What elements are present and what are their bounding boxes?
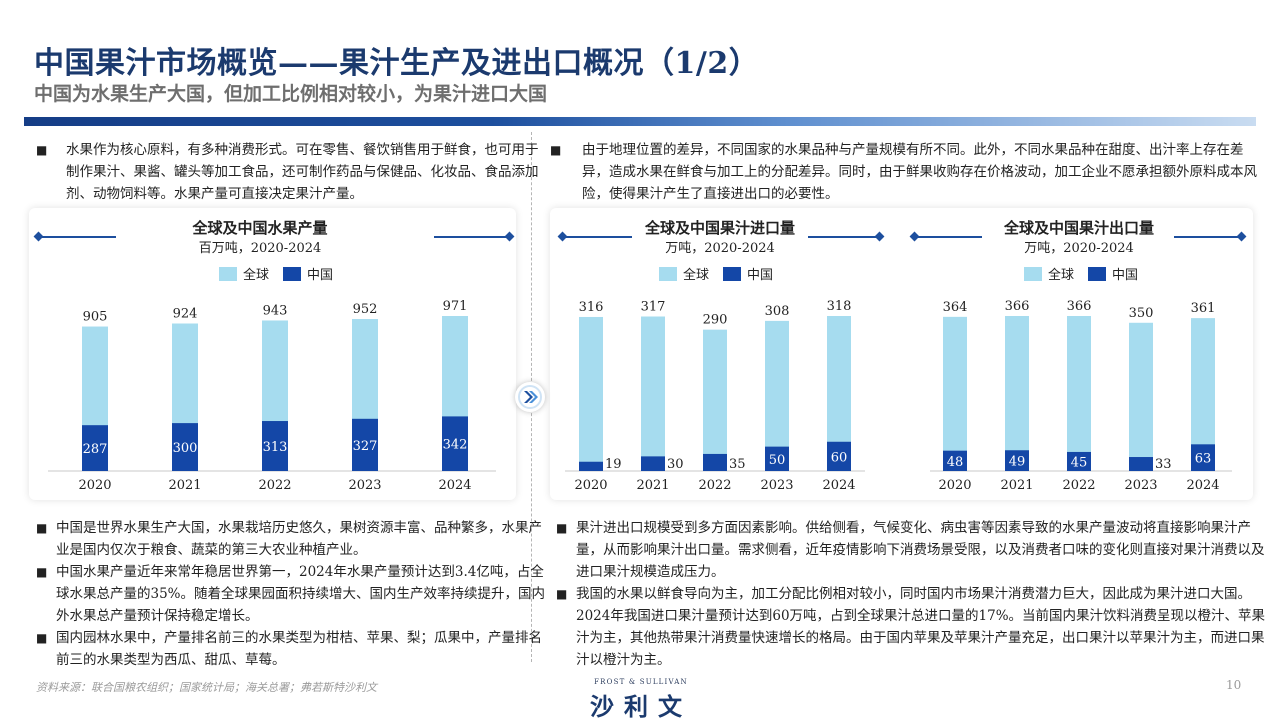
legend-label-global: 全球 — [243, 268, 270, 283]
source-note: 资料来源：联合国粮农组织；国家统计局；海关总署；弗若斯特沙利文 — [36, 681, 377, 694]
legend-label-global: 全球 — [683, 268, 710, 283]
bullet-item: ■ 国内园林水果中，产量排名前三的水果类型为柑桔、苹果、梨；瓜果中，产量排名前三的… — [36, 627, 550, 671]
bullet-marker: ■ — [556, 521, 568, 535]
chart-title-decoration-right — [808, 236, 880, 238]
chart-title: 全球及中国水果产量 — [192, 219, 328, 237]
bullet-marker: ■ — [36, 565, 48, 579]
legend-swatch-global — [659, 266, 677, 281]
legend-swatch-china — [1088, 266, 1107, 281]
bullet-text: 中国水果产量近年来常年稳居世界第一，2024年水果产量预计达到3.4亿吨，占全球… — [56, 564, 546, 624]
logo: 沙利文 — [590, 693, 692, 721]
chart-subtitle: 万吨，2020-2024 — [665, 241, 775, 256]
intro-right: ■ 由于地理位置的差异，不同国家的水果品种与产量规模有所不同。此外，不同水果品种… — [550, 139, 1270, 205]
bullet-text: 国内园林水果中，产量排名前三的水果类型为柑桔、苹果、梨；瓜果中，产量排名前三的水… — [56, 630, 542, 668]
legend-label-global: 全球 — [1048, 268, 1075, 283]
bullet-text: 我国的水果以鲜食导向为主，加工分配比例相对较小，同时国内市场果汁消费潜力巨大，因… — [576, 586, 1266, 668]
chart-legend: 全球 中国 — [1024, 264, 1138, 283]
chart-subtitle: 百万吨，2020-2024 — [198, 241, 322, 256]
bullet-item: ■ 中国是世界水果生产大国，水果栽培历史悠久，果树资源丰富、品种繁多，水果产业是国… — [36, 517, 550, 561]
legend-label-china: 中国 — [307, 268, 334, 283]
intro-right-text: 由于地理位置的差异，不同国家的水果品种与产量规模有所不同。此外，不同水果品种在甜… — [582, 142, 1257, 202]
page-subtitle: 中国为水果生产大国，但加工比例相对较小，为果汁进口大国 — [34, 83, 548, 105]
bullet-marker: ■ — [550, 143, 562, 157]
intro-left: ■ 水果作为核心原料，有多种消费形式。可在零售、餐饮销售用于鲜食，也可用于制作果… — [36, 139, 540, 205]
bullet-marker: ■ — [36, 521, 48, 535]
legend-label-china: 中国 — [747, 268, 774, 283]
bullet-marker: ■ — [36, 143, 48, 157]
chart-subtitle: 万吨，2020-2024 — [1024, 241, 1134, 256]
header-rule — [24, 117, 1256, 126]
chart-title-decoration-right — [1174, 236, 1242, 238]
legend-label-china: 中国 — [1112, 268, 1139, 283]
chart-legend: 全球 中国 — [659, 264, 773, 283]
legend-swatch-global — [219, 266, 237, 281]
chart-title: 全球及中国果汁进口量 — [644, 219, 795, 237]
logo-wordmark: FROST & SULLIVAN — [594, 678, 688, 686]
bullet-marker: ■ — [556, 587, 568, 601]
legend-swatch-china — [723, 266, 742, 281]
chart-title-decoration-left — [562, 236, 632, 238]
next-arrow-button[interactable] — [515, 382, 545, 412]
double-chevron-right-icon — [518, 385, 542, 409]
chart-title: 全球及中国果汁出口量 — [1003, 219, 1154, 237]
page-title: 中国果汁市场概览——果汁生产及进出口概况（1/2） — [34, 46, 760, 81]
bullet-item: ■ 中国水果产量近年来常年稳居世界第一，2024年水果产量预计达到3.4亿吨，占全… — [36, 561, 550, 627]
bullet-marker: ■ — [36, 631, 48, 645]
legend-swatch-global — [1024, 266, 1042, 281]
legend-swatch-china — [283, 266, 302, 281]
intro-left-text: 水果作为核心原料，有多种消费形式。可在零售、餐饮销售用于鲜食，也可用于制作果汁、… — [66, 142, 539, 202]
chart-title-decoration-left — [38, 236, 116, 238]
bullet-text: 果汁进出口规模受到多方面因素影响。供给侧看，气候变化、病虫害等因素导致的水果产量… — [576, 520, 1265, 580]
bullet-text: 中国是世界水果生产大国，水果栽培历史悠久，果树资源丰富、品种繁多，水果产业是国内… — [56, 520, 542, 558]
chart-title-decoration-right — [434, 236, 510, 238]
page-number: 10 — [1226, 678, 1242, 692]
chart-title-decoration-left — [914, 236, 982, 238]
bullet-item: ■ 我国的水果以鲜食导向为主，加工分配比例相对较小，同时国内市场果汁消费潜力巨大，… — [556, 583, 1268, 671]
chart-legend: 全球 中国 — [219, 264, 333, 283]
bullet-item: ■ 果汁进出口规模受到多方面因素影响。供给侧看，气候变化、病虫害等因素导致的水果产… — [556, 517, 1268, 583]
